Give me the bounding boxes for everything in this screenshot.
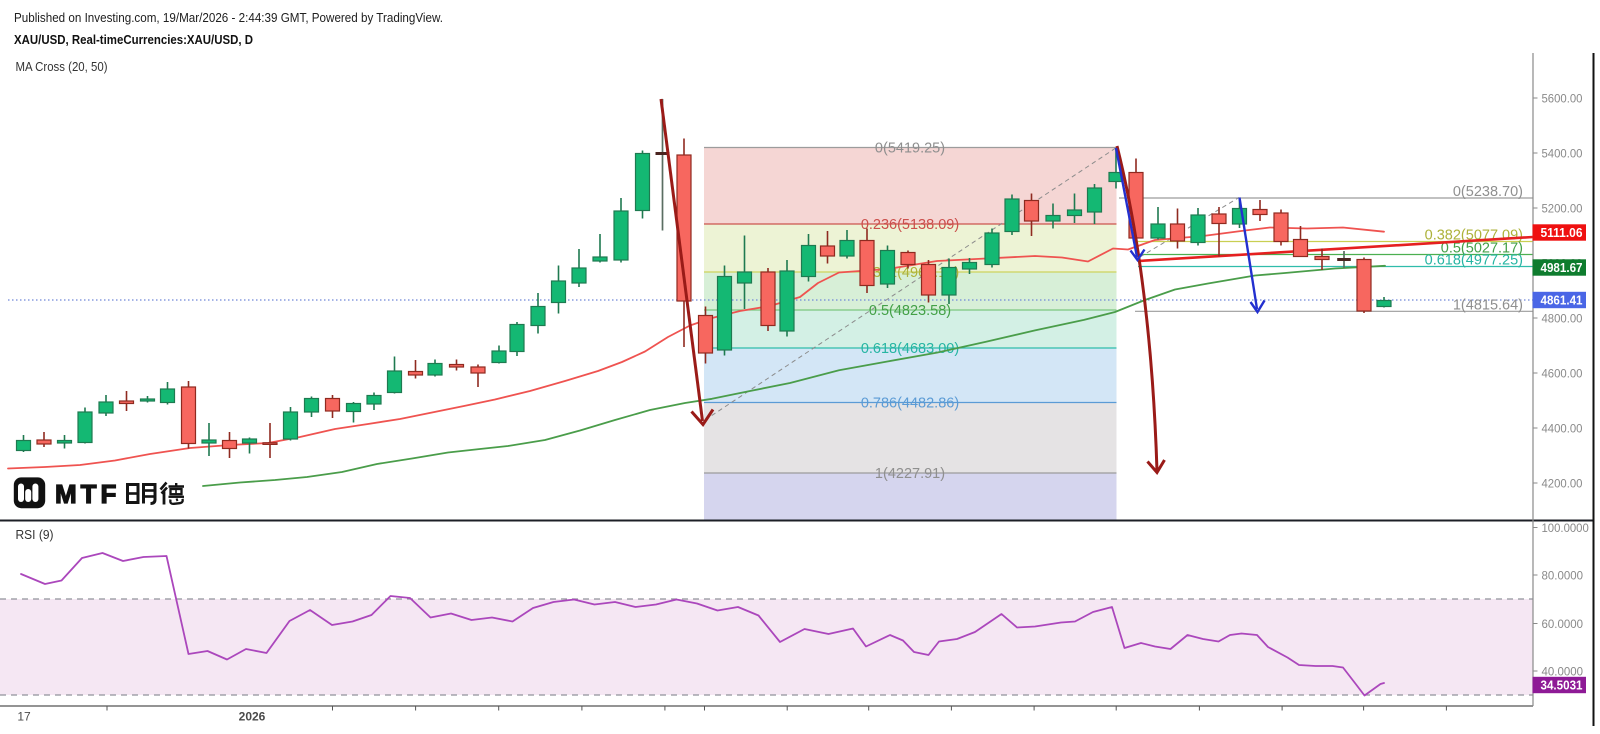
svg-text:0.5(4823.58): 0.5(4823.58) xyxy=(869,303,951,319)
svg-text:0.618(4977.25): 0.618(4977.25) xyxy=(1425,253,1523,269)
svg-text:2026: 2026 xyxy=(239,710,266,724)
svg-text:RSI (9): RSI (9) xyxy=(16,528,54,542)
svg-text:4981.67: 4981.67 xyxy=(1541,261,1583,275)
svg-text:4400.00: 4400.00 xyxy=(1542,422,1583,436)
svg-text:60.0000: 60.0000 xyxy=(1542,617,1584,631)
svg-text:4800.00: 4800.00 xyxy=(1542,312,1583,326)
svg-text:100.0000: 100.0000 xyxy=(1542,521,1590,535)
svg-text:0(5238.70): 0(5238.70) xyxy=(1453,184,1523,200)
svg-text:XAU/USD, Real-timeCurrencies:X: XAU/USD, Real-timeCurrencies:XAU/USD, D xyxy=(14,33,253,47)
svg-text:0.5(5027.17): 0.5(5027.17) xyxy=(1441,241,1523,257)
svg-text:40.0000: 40.0000 xyxy=(1542,665,1584,679)
svg-text:5600.00: 5600.00 xyxy=(1542,92,1583,106)
svg-text:0.786(4482.86): 0.786(4482.86) xyxy=(861,396,959,412)
svg-text:5200.00: 5200.00 xyxy=(1542,202,1583,216)
svg-text:0.236(5138.09): 0.236(5138.09) xyxy=(861,217,959,233)
svg-text:4600.00: 4600.00 xyxy=(1542,367,1583,381)
svg-text:34.5031: 34.5031 xyxy=(1541,679,1583,693)
svg-text:MA Cross (20, 50): MA Cross (20, 50) xyxy=(16,60,108,74)
svg-text:1(4815.64): 1(4815.64) xyxy=(1453,297,1523,313)
svg-text:4200.00: 4200.00 xyxy=(1542,477,1583,491)
svg-text:5400.00: 5400.00 xyxy=(1542,147,1583,161)
svg-text:80.0000: 80.0000 xyxy=(1542,569,1584,583)
svg-text:MTF: MTF xyxy=(55,479,120,509)
svg-text:4861.41: 4861.41 xyxy=(1541,294,1583,308)
svg-text:Published on Investing.com, 19: Published on Investing.com, 19/Mar/2026 … xyxy=(14,11,443,25)
svg-text:17: 17 xyxy=(17,710,31,724)
svg-text:5111.06: 5111.06 xyxy=(1541,226,1583,240)
svg-text:1(4227.91): 1(4227.91) xyxy=(875,466,945,482)
svg-text:0.618(4683.00): 0.618(4683.00) xyxy=(861,341,959,357)
svg-text:0(5419.25): 0(5419.25) xyxy=(875,141,945,157)
